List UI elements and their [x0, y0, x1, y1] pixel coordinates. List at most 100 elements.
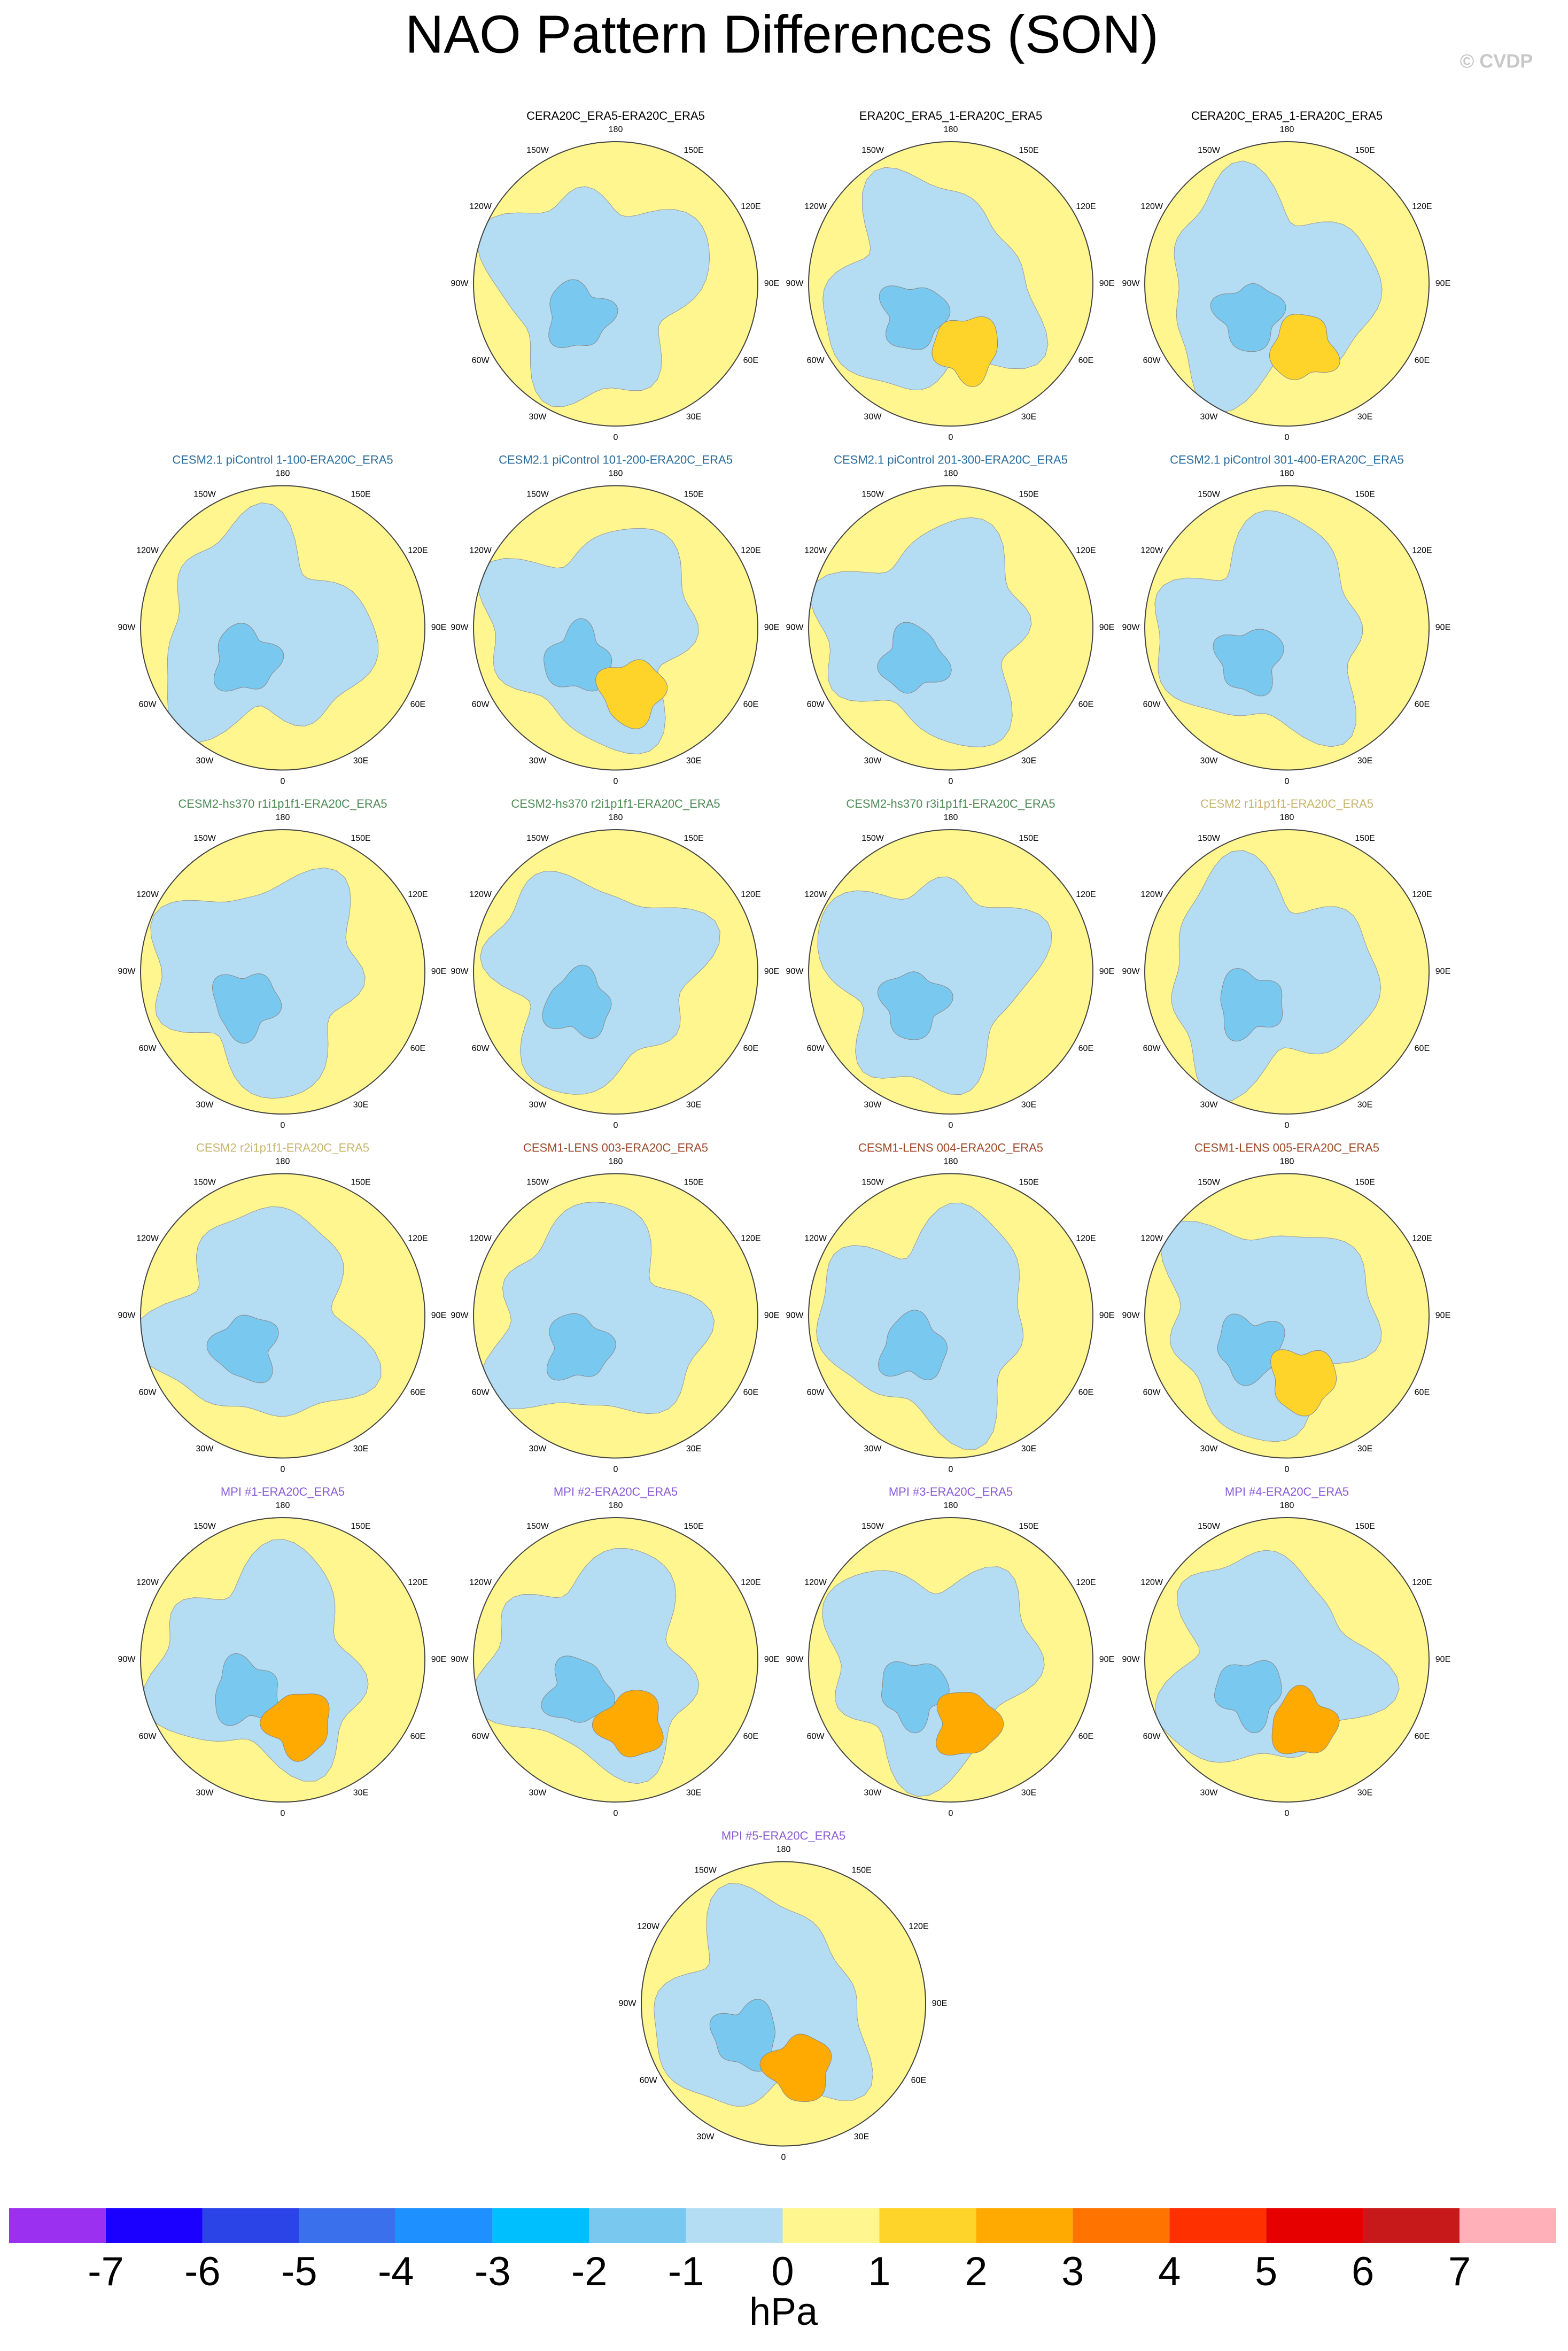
longitude-label: 150W: [526, 146, 549, 155]
longitude-label: 30W: [864, 413, 882, 422]
negative-anomaly-core: [206, 1314, 279, 1383]
longitude-label: 0: [781, 2153, 786, 2162]
longitude-label: 180: [276, 1501, 290, 1510]
colorbar-box: [105, 2208, 203, 2243]
longitude-label: 30W: [529, 1444, 547, 1453]
longitude-label: 60W: [807, 356, 825, 365]
longitude-label: 120W: [1140, 890, 1163, 899]
longitude-label: 150E: [351, 1178, 370, 1187]
map-panel: CESM2.1 piControl 101-200-ERA20C_ERA5 180…: [451, 453, 780, 786]
longitude-label: 120W: [469, 1234, 492, 1243]
longitude-label: 30W: [1200, 1101, 1218, 1110]
longitude-label: 150W: [861, 146, 884, 155]
colorbar-tick-label: 1: [868, 2249, 890, 2294]
longitude-label: 120W: [136, 1234, 159, 1243]
longitude-label: 60E: [410, 700, 425, 709]
longitude-label: 60E: [410, 1732, 425, 1741]
negative-anomaly-core: [541, 1656, 616, 1723]
longitude-label: 120E: [408, 1234, 428, 1243]
longitude-label: 90W: [451, 1311, 469, 1320]
longitude-label: 150E: [1019, 146, 1038, 155]
longitude-label: 0: [949, 1465, 953, 1474]
longitude-label: 60W: [139, 1388, 157, 1397]
longitude-label: 180: [609, 1157, 623, 1166]
longitude-label: 150E: [1355, 1522, 1375, 1531]
longitude-label: 150E: [1355, 146, 1375, 155]
longitude-label: 180: [609, 125, 623, 134]
longitude-label: 150E: [684, 1522, 703, 1531]
map-border: [473, 829, 758, 1115]
panel-title: CERA20C_ERA5_1-ERA20C_ERA5: [1191, 109, 1383, 122]
map-panel: CESM2.1 piControl 201-300-ERA20C_ERA5 180…: [786, 453, 1115, 786]
negative-anomaly: [479, 871, 720, 1095]
longitude-label: 90W: [451, 623, 469, 632]
longitude-label: 120W: [804, 1578, 827, 1587]
map-field: [1145, 1518, 1429, 1802]
longitude-label: 30W: [1200, 1789, 1218, 1798]
colorbar-tick-label: -3: [475, 2249, 511, 2294]
longitude-label: 150W: [1198, 146, 1221, 155]
longitude-label: 90E: [1435, 623, 1450, 632]
longitude-label: 120E: [741, 890, 760, 899]
longitude-label: 150E: [351, 834, 370, 843]
panel-title: CESM2 r2i1p1f1-ERA20C_ERA5: [196, 1141, 369, 1154]
map-panel: MPI #2-ERA20C_ERA5 180 150E 120E 90E 60E 30E 0 3…: [451, 1485, 780, 1818]
longitude-label: 120E: [1412, 546, 1432, 555]
map-panel: CESM2.1 piControl 301-400-ERA20C_ERA5 180…: [1122, 453, 1451, 786]
colorbar-tick-label: -7: [88, 2249, 124, 2294]
longitude-label: 30E: [854, 2132, 869, 2141]
longitude-label: 150E: [684, 1178, 703, 1187]
panel-title: CESM2.1 piControl 1-100-ERA20C_ERA5: [172, 453, 393, 466]
longitude-label: 150W: [1198, 834, 1221, 843]
longitude-label: 150W: [193, 490, 216, 499]
longitude-label: 180: [1280, 813, 1294, 822]
colorbar-box: [686, 2208, 783, 2243]
longitude-label: 120E: [408, 1578, 428, 1587]
longitude-label: 60W: [807, 1388, 825, 1397]
longitude-label: 60E: [911, 2076, 926, 2085]
colorbar-tick-label: -1: [668, 2249, 704, 2294]
longitude-label: 150W: [861, 490, 884, 499]
longitude-label: 60E: [1078, 700, 1093, 709]
longitude-label: 60W: [139, 700, 157, 709]
longitude-label: 60E: [1078, 356, 1093, 365]
longitude-label: 90W: [1122, 279, 1140, 288]
negative-anomaly-core: [877, 971, 953, 1040]
map-field: [473, 830, 758, 1114]
longitude-label: 60W: [1143, 1044, 1161, 1053]
longitude-label: 30E: [1357, 413, 1372, 422]
positive-anomaly: [936, 1692, 1004, 1756]
colorbar-tick-label: 2: [965, 2249, 987, 2294]
longitude-label: 30W: [864, 1789, 882, 1798]
longitude-label: 90E: [764, 967, 779, 976]
longitude-label: 150E: [351, 1522, 370, 1531]
map-border: [808, 1517, 1093, 1803]
negative-anomaly-core: [548, 279, 618, 348]
longitude-label: 0: [949, 777, 953, 786]
map-panel: CESM2-hs370 r1i1p1f1-ERA20C_ERA5 180 150E 1…: [118, 797, 447, 1130]
longitude-label: 90E: [1099, 967, 1114, 976]
longitude-label: 60W: [1143, 356, 1161, 365]
longitude-label: 90E: [1099, 279, 1114, 288]
panel-title: MPI #3-ERA20C_ERA5: [889, 1485, 1013, 1498]
longitude-label: 150E: [851, 1866, 871, 1875]
longitude-label: 120E: [741, 1234, 760, 1243]
colorbar-box: [589, 2208, 686, 2243]
panel-title: CESM2-hs370 r1i1p1f1-ERA20C_ERA5: [178, 797, 387, 810]
map-border: [641, 1861, 926, 2147]
longitude-label: 120W: [469, 1578, 492, 1587]
panel-title: CESM2.1 piControl 101-200-ERA20C_ERA5: [499, 453, 733, 466]
map-border: [808, 485, 1093, 771]
longitude-label: 0: [281, 1809, 285, 1818]
colorbar-box: [492, 2208, 589, 2243]
negative-anomaly-core: [546, 1313, 616, 1381]
longitude-label: 30E: [353, 1444, 368, 1453]
panel-title: MPI #2-ERA20C_ERA5: [554, 1485, 678, 1498]
longitude-label: 30E: [686, 1101, 701, 1110]
longitude-label: 120W: [136, 1578, 159, 1587]
longitude-label: 90W: [118, 967, 136, 976]
colorbar-box: [879, 2208, 976, 2243]
longitude-label: 60E: [743, 1044, 758, 1053]
